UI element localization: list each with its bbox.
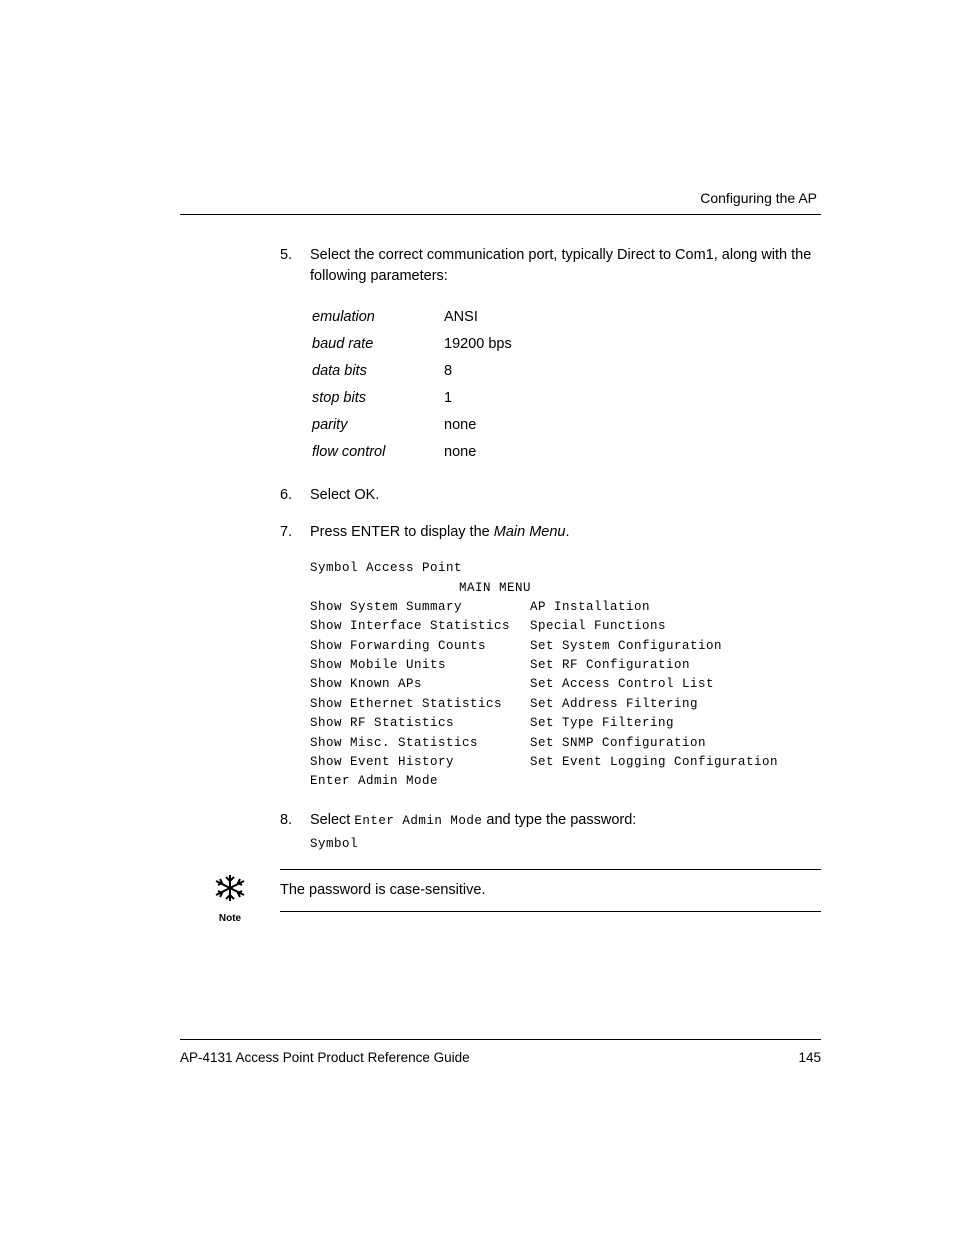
menu-item: Show Ethernet Statistics bbox=[310, 695, 530, 714]
param-value: none bbox=[444, 440, 512, 465]
note-rule-bottom bbox=[280, 911, 821, 912]
step-7: 7. Press ENTER to display the Main Menu. bbox=[280, 522, 821, 543]
step-8: 8. Select Enter Admin Mode and type the … bbox=[280, 810, 821, 853]
section-title: Configuring the AP bbox=[700, 190, 817, 206]
step-5: 5. Select the correct communication port… bbox=[280, 245, 821, 287]
menu-item: Enter Admin Mode bbox=[310, 772, 530, 791]
command-text: Enter Admin Mode bbox=[354, 814, 482, 828]
step-text: Select OK. bbox=[310, 485, 821, 506]
param-value: 1 bbox=[444, 386, 512, 411]
param-name: baud rate bbox=[312, 332, 442, 357]
menu-column-right: AP Installation Special Functions Set Sy… bbox=[530, 598, 821, 792]
menu-item: Special Functions bbox=[530, 617, 821, 636]
text-fragment: Press ENTER to display the bbox=[310, 524, 494, 540]
text-fragment: and type the password: bbox=[482, 812, 636, 828]
ui-reference: Direct to Com1 bbox=[617, 247, 714, 263]
menu-item: Show Misc. Statistics bbox=[310, 734, 530, 753]
menu-item: Set System Configuration bbox=[530, 637, 821, 656]
note-text-wrap: The password is case-sensitive. bbox=[280, 869, 821, 912]
text-fragment: Select the correct communication port, t… bbox=[310, 247, 617, 263]
table-row: data bits8 bbox=[312, 359, 512, 384]
page-footer: AP-4131 Access Point Product Reference G… bbox=[180, 1039, 821, 1065]
param-name: parity bbox=[312, 413, 442, 438]
step-number: 7. bbox=[280, 522, 310, 543]
menu-heading: Symbol Access Point bbox=[310, 559, 821, 578]
param-value: 19200 bps bbox=[444, 332, 512, 357]
menu-item: Set Type Filtering bbox=[530, 714, 821, 733]
menu-item: Set Access Control List bbox=[530, 675, 821, 694]
step-number: 8. bbox=[280, 810, 310, 853]
table-row: stop bits1 bbox=[312, 386, 512, 411]
note-icon-wrap: Note bbox=[200, 869, 260, 927]
menu-item: AP Installation bbox=[530, 598, 821, 617]
menu-title: MAIN MENU bbox=[310, 579, 680, 598]
text-fragment: . bbox=[375, 487, 379, 503]
menu-name-italic: Main Menu bbox=[494, 524, 566, 540]
doc-title: AP-4131 Access Point Product Reference G… bbox=[180, 1050, 470, 1065]
step-text: Press ENTER to display the Main Menu. bbox=[310, 522, 821, 543]
step-number: 6. bbox=[280, 485, 310, 506]
ui-reference: OK bbox=[354, 487, 375, 503]
param-value: none bbox=[444, 413, 512, 438]
header-rule bbox=[180, 214, 821, 215]
step-text: Select Enter Admin Mode and type the pas… bbox=[310, 810, 821, 853]
note-label: Note bbox=[200, 912, 260, 927]
menu-item: Show Forwarding Counts bbox=[310, 637, 530, 656]
document-page: Configuring the AP 5. Select the correct… bbox=[0, 0, 954, 1235]
text-fragment: . bbox=[565, 524, 569, 540]
menu-item: Set Address Filtering bbox=[530, 695, 821, 714]
table-row: emulationANSI bbox=[312, 305, 512, 330]
step-number: 5. bbox=[280, 245, 310, 287]
page-number: 145 bbox=[798, 1050, 821, 1065]
page-content: 5. Select the correct communication port… bbox=[180, 245, 821, 926]
param-name: data bits bbox=[312, 359, 442, 384]
menu-item: Show System Summary bbox=[310, 598, 530, 617]
note-rule-top bbox=[280, 869, 821, 870]
step-6: 6. Select OK. bbox=[280, 485, 821, 506]
menu-item: Set RF Configuration bbox=[530, 656, 821, 675]
table-row: flow controlnone bbox=[312, 440, 512, 465]
param-name: emulation bbox=[312, 305, 442, 330]
text-fragment: Select bbox=[310, 812, 354, 828]
menu-item: Set SNMP Configuration bbox=[530, 734, 821, 753]
table-row: baud rate19200 bps bbox=[312, 332, 512, 357]
menu-item: Set Event Logging Configuration bbox=[530, 753, 821, 772]
menu-item: Show Interface Statistics bbox=[310, 617, 530, 636]
menu-item: Show Event History bbox=[310, 753, 530, 772]
table-row: paritynone bbox=[312, 413, 512, 438]
text-fragment: Select bbox=[310, 487, 354, 503]
page-header: Configuring the AP bbox=[180, 190, 821, 206]
snowflake-icon bbox=[212, 873, 248, 903]
param-value: ANSI bbox=[444, 305, 512, 330]
param-name: stop bits bbox=[312, 386, 442, 411]
menu-item: Show Known APs bbox=[310, 675, 530, 694]
param-value: 8 bbox=[444, 359, 512, 384]
param-name: flow control bbox=[312, 440, 442, 465]
terminal-menu: Symbol Access Point MAIN MENU Show Syste… bbox=[310, 559, 821, 792]
step-text: Select the correct communication port, t… bbox=[310, 245, 821, 287]
parameters-table: emulationANSI baud rate19200 bps data bi… bbox=[310, 303, 514, 467]
note-text: The password is case-sensitive. bbox=[280, 880, 821, 901]
menu-item: Show Mobile Units bbox=[310, 656, 530, 675]
menu-item: Show RF Statistics bbox=[310, 714, 530, 733]
footer-rule bbox=[180, 1039, 821, 1040]
menu-columns: Show System Summary Show Interface Stati… bbox=[310, 598, 821, 792]
menu-column-left: Show System Summary Show Interface Stati… bbox=[310, 598, 530, 792]
note-block: Note The password is case-sensitive. bbox=[200, 869, 821, 927]
footer-row: AP-4131 Access Point Product Reference G… bbox=[180, 1050, 821, 1065]
password-value: Symbol bbox=[310, 835, 821, 853]
